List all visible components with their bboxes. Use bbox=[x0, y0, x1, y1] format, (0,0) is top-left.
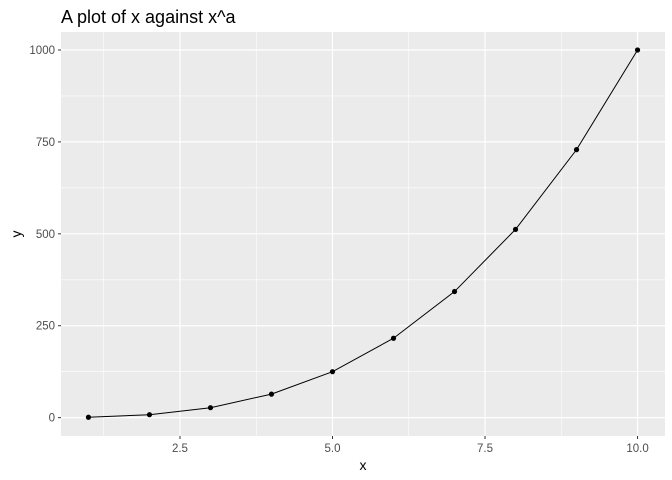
y-tick-label: 1000 bbox=[29, 45, 55, 57]
y-tick-label: 750 bbox=[36, 137, 55, 149]
x-tick-label: 10.0 bbox=[626, 443, 648, 455]
data-point bbox=[268, 391, 275, 397]
y-tick-label: 500 bbox=[36, 229, 55, 241]
data-point bbox=[512, 226, 519, 233]
x-axis-title: x bbox=[360, 457, 367, 473]
major-gridlines bbox=[61, 32, 665, 436]
y-tick-label: 250 bbox=[36, 321, 55, 333]
series-line bbox=[88, 49, 638, 418]
x-tick-label: 2.5 bbox=[172, 443, 188, 455]
data-point bbox=[329, 369, 336, 375]
y-axis-title: y bbox=[8, 231, 24, 238]
series-layer bbox=[85, 47, 641, 420]
chart-title: A plot of x against x^a bbox=[61, 7, 237, 27]
y-axis: 0 250 500 750 1000 bbox=[29, 45, 61, 425]
x-axis: 2.5 5.0 7.5 10.0 bbox=[172, 436, 649, 455]
data-point bbox=[390, 335, 397, 341]
x-tick-label: 7.5 bbox=[477, 443, 493, 455]
y-tick-label: 0 bbox=[49, 413, 55, 425]
data-point bbox=[451, 288, 458, 295]
x-tick-label: 5.0 bbox=[324, 443, 340, 455]
data-point bbox=[85, 414, 92, 420]
data-point bbox=[207, 405, 214, 411]
data-point bbox=[634, 47, 641, 53]
data-point bbox=[573, 147, 580, 153]
data-point bbox=[146, 412, 153, 418]
